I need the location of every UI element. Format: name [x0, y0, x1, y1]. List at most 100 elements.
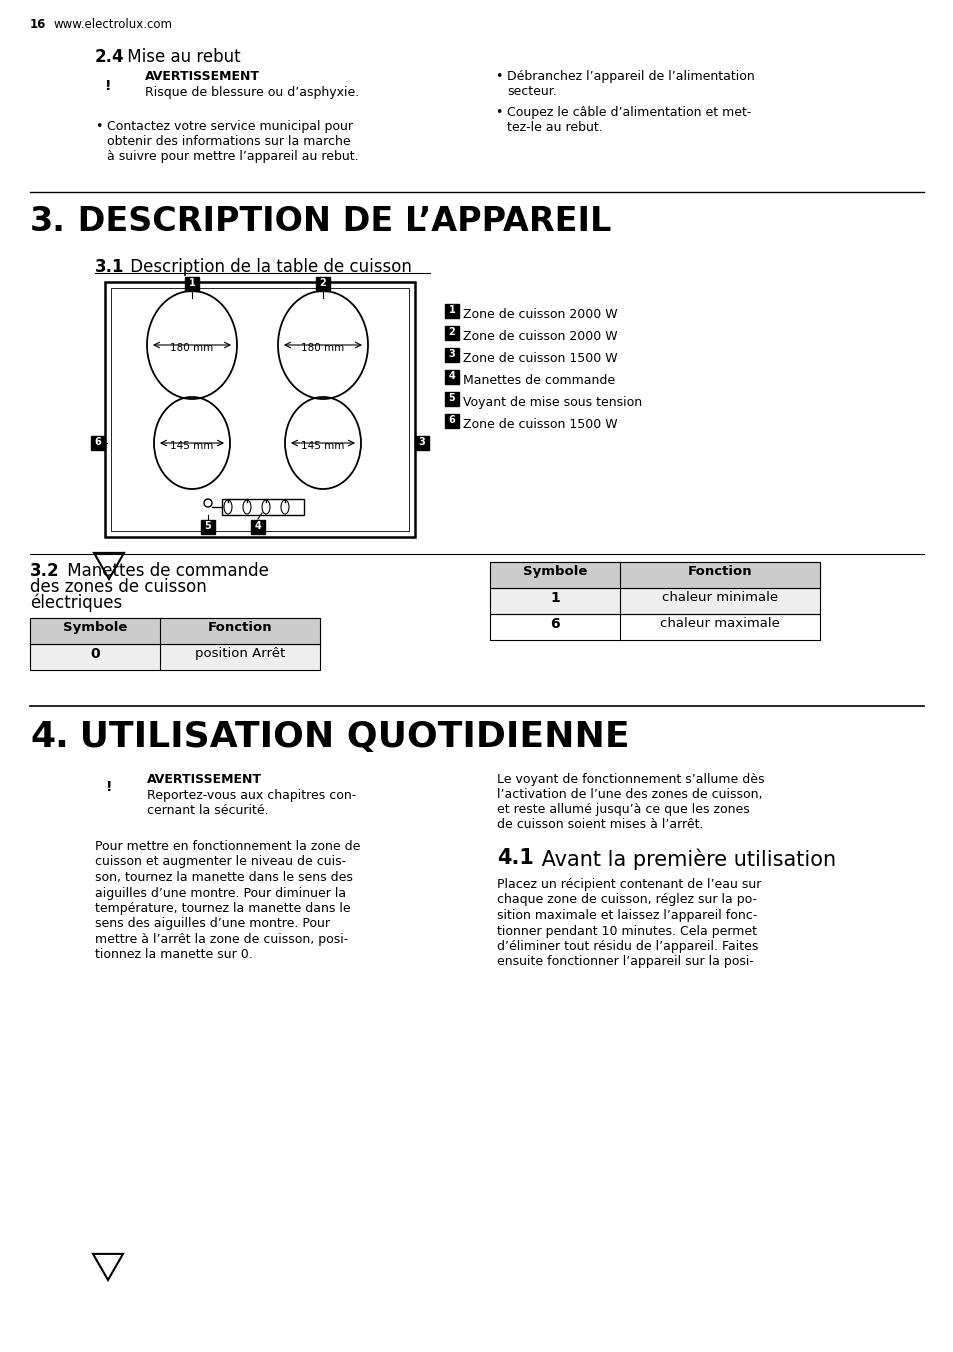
Text: son, tournez la manette dans le sens des: son, tournez la manette dans le sens des	[95, 871, 353, 884]
Text: Description de la table de cuisson: Description de la table de cuisson	[125, 258, 412, 276]
Text: Zone de cuisson 2000 W: Zone de cuisson 2000 W	[462, 308, 617, 320]
Text: 4.1: 4.1	[497, 848, 534, 868]
Text: UTILISATION QUOTIDIENNE: UTILISATION QUOTIDIENNE	[67, 721, 629, 754]
Text: 145 mm: 145 mm	[171, 441, 213, 452]
Bar	[444, 414, 458, 429]
Text: Contactez votre service municipal pour: Contactez votre service municipal pour	[107, 120, 353, 132]
Text: tez-le au rebut.: tez-le au rebut.	[506, 120, 602, 134]
Bar	[315, 277, 330, 291]
Bar	[111, 288, 409, 531]
Text: chaleur minimale: chaleur minimale	[661, 591, 778, 604]
Text: Fonction: Fonction	[687, 565, 752, 579]
Text: électriques: électriques	[30, 594, 122, 612]
Text: cernant la sécurité.: cernant la sécurité.	[147, 804, 269, 817]
Bar	[444, 392, 458, 406]
Text: Débranchez l’appareil de l’alimentation: Débranchez l’appareil de l’alimentation	[506, 70, 754, 82]
Text: Manettes de commande: Manettes de commande	[62, 562, 269, 580]
Text: 5: 5	[204, 521, 212, 531]
Text: 6: 6	[448, 415, 455, 425]
Bar	[30, 644, 319, 671]
Text: l’activation de l’une des zones de cuisson,: l’activation de l’une des zones de cuiss…	[497, 788, 761, 800]
Text: 180 mm: 180 mm	[301, 343, 344, 353]
Text: 145 mm: 145 mm	[301, 441, 344, 452]
Text: Mise au rebut: Mise au rebut	[122, 49, 240, 66]
Bar	[444, 370, 458, 384]
Text: sens des aiguilles d’une montre. Pour: sens des aiguilles d’une montre. Pour	[95, 918, 330, 930]
Text: !: !	[106, 780, 112, 794]
Text: Zone de cuisson 1500 W: Zone de cuisson 1500 W	[462, 352, 617, 365]
Text: cuisson et augmenter le niveau de cuis-: cuisson et augmenter le niveau de cuis-	[95, 856, 346, 868]
Text: Reportez-vous aux chapitres con-: Reportez-vous aux chapitres con-	[147, 790, 355, 802]
Bar	[415, 435, 429, 450]
Bar	[444, 326, 458, 339]
Text: •: •	[495, 70, 502, 82]
Bar	[490, 562, 820, 588]
Bar	[490, 588, 820, 614]
Text: www.electrolux.com: www.electrolux.com	[54, 18, 172, 31]
Text: 2.4: 2.4	[95, 49, 125, 66]
Text: 0: 0	[91, 648, 100, 661]
Text: des zones de cuisson: des zones de cuisson	[30, 579, 207, 596]
Bar	[490, 588, 820, 614]
Text: 6: 6	[94, 437, 101, 448]
Text: de cuisson soient mises à l’arrêt.: de cuisson soient mises à l’arrêt.	[497, 818, 702, 831]
Text: d’éliminer tout résidu de l’appareil. Faites: d’éliminer tout résidu de l’appareil. Fa…	[497, 940, 758, 953]
Text: 3.: 3.	[30, 206, 66, 238]
Text: tionnez la manette sur 0.: tionnez la manette sur 0.	[95, 949, 253, 961]
Text: 16: 16	[30, 18, 47, 31]
Bar	[185, 277, 199, 291]
Text: et reste allumé jusqu’à ce que les zones: et reste allumé jusqu’à ce que les zones	[497, 803, 749, 817]
Text: Placez un récipient contenant de l’eau sur: Placez un récipient contenant de l’eau s…	[497, 877, 760, 891]
Text: Zone de cuisson 1500 W: Zone de cuisson 1500 W	[462, 418, 617, 431]
Text: 3: 3	[448, 349, 455, 360]
Text: obtenir des informations sur la marche: obtenir des informations sur la marche	[107, 135, 351, 147]
Text: 3.2: 3.2	[30, 562, 59, 580]
Text: secteur.: secteur.	[506, 85, 557, 97]
Text: DESCRIPTION DE L’APPAREIL: DESCRIPTION DE L’APPAREIL	[66, 206, 611, 238]
Text: 1: 1	[550, 591, 559, 604]
Text: aiguilles d’une montre. Pour diminuer la: aiguilles d’une montre. Pour diminuer la	[95, 887, 346, 899]
Text: chaleur maximale: chaleur maximale	[659, 617, 780, 630]
Text: Symbole: Symbole	[63, 621, 127, 634]
Bar	[444, 347, 458, 362]
Text: Risque de blessure ou d’asphyxie.: Risque de blessure ou d’asphyxie.	[145, 87, 359, 99]
Bar	[201, 521, 214, 534]
Text: Pour mettre en fonctionnement la zone de: Pour mettre en fonctionnement la zone de	[95, 840, 360, 853]
Text: chaque zone de cuisson, réglez sur la po-: chaque zone de cuisson, réglez sur la po…	[497, 894, 757, 906]
Text: 1: 1	[448, 306, 455, 315]
Text: 5: 5	[448, 393, 455, 403]
Bar	[91, 435, 105, 450]
Bar	[30, 618, 319, 644]
Text: 2: 2	[319, 279, 326, 288]
Text: 1: 1	[189, 279, 195, 288]
Text: tionner pendant 10 minutes. Cela permet: tionner pendant 10 minutes. Cela permet	[497, 925, 757, 937]
Bar	[105, 283, 415, 537]
Text: Symbole: Symbole	[522, 565, 587, 579]
Text: 4.: 4.	[30, 721, 69, 754]
Text: ensuite fonctionner l’appareil sur la posi-: ensuite fonctionner l’appareil sur la po…	[497, 956, 753, 968]
Text: AVERTISSEMENT: AVERTISSEMENT	[147, 773, 262, 786]
Text: Voyant de mise sous tension: Voyant de mise sous tension	[462, 396, 641, 410]
Text: mettre à l’arrêt la zone de cuisson, posi-: mettre à l’arrêt la zone de cuisson, pos…	[95, 933, 348, 946]
Text: position Arrêt: position Arrêt	[194, 648, 285, 660]
Text: 3.1: 3.1	[95, 258, 125, 276]
Bar	[490, 614, 820, 639]
Text: Coupez le câble d’alimentation et met-: Coupez le câble d’alimentation et met-	[506, 105, 751, 119]
Text: température, tournez la manette dans le: température, tournez la manette dans le	[95, 902, 351, 915]
Text: !: !	[105, 78, 112, 93]
Text: Le voyant de fonctionnement s’allume dès: Le voyant de fonctionnement s’allume dès	[497, 773, 763, 786]
Bar	[30, 644, 319, 671]
Text: sition maximale et laissez l’appareil fonc-: sition maximale et laissez l’appareil fo…	[497, 909, 757, 922]
Text: 4: 4	[448, 370, 455, 381]
Text: Manettes de commande: Manettes de commande	[462, 375, 615, 387]
Text: 180 mm: 180 mm	[171, 343, 213, 353]
Text: Zone de cuisson 2000 W: Zone de cuisson 2000 W	[462, 330, 617, 343]
Bar	[444, 304, 458, 318]
Bar	[490, 562, 820, 588]
Text: 6: 6	[550, 617, 559, 631]
Text: •: •	[495, 105, 502, 119]
Text: •: •	[95, 120, 102, 132]
Bar	[490, 614, 820, 639]
Text: à suivre pour mettre l’appareil au rebut.: à suivre pour mettre l’appareil au rebut…	[107, 150, 358, 164]
Text: Avant la première utilisation: Avant la première utilisation	[535, 848, 835, 869]
